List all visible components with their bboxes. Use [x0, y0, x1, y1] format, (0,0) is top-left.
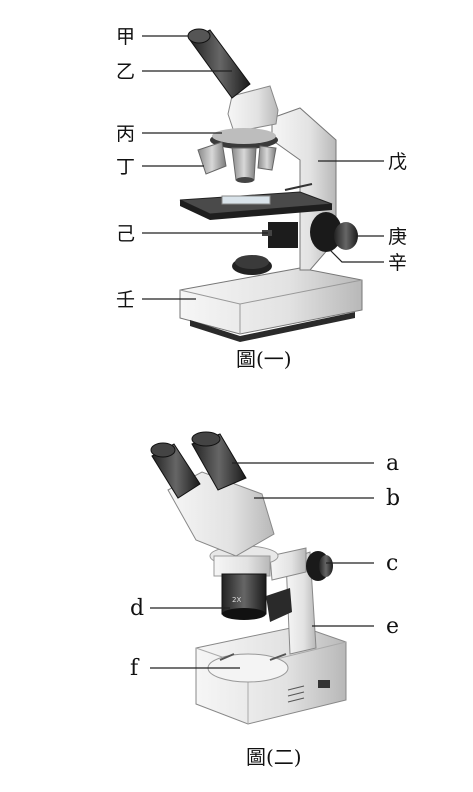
label-a: a — [386, 451, 399, 476]
label-b: b — [386, 486, 400, 511]
label-bing: 丙 — [116, 123, 135, 145]
label-d: d — [130, 596, 144, 621]
label-jia: 甲 — [116, 26, 135, 48]
label-xin: 辛 — [388, 252, 407, 274]
label-geng: 庚 — [388, 226, 407, 248]
compound-microscope-illustration — [179, 28, 363, 342]
figure1-leader-lines — [142, 35, 384, 300]
label-wu: 戊 — [388, 151, 407, 173]
figure1-caption: 圖(一) — [236, 347, 292, 371]
stereo-microscope-illustration: 2X — [150, 431, 347, 725]
label-c: c — [386, 551, 398, 576]
label-ren: 壬 — [116, 289, 135, 311]
label-ding: 丁 — [116, 156, 135, 178]
figure2-leader-lines — [150, 462, 374, 669]
svg-text:2X: 2X — [232, 596, 241, 604]
figure2-caption: 圖(二) — [246, 745, 302, 769]
label-e: e — [386, 614, 399, 639]
label-ji: 己 — [116, 223, 135, 245]
label-yi: 乙 — [116, 61, 135, 83]
label-f: f — [130, 656, 140, 681]
